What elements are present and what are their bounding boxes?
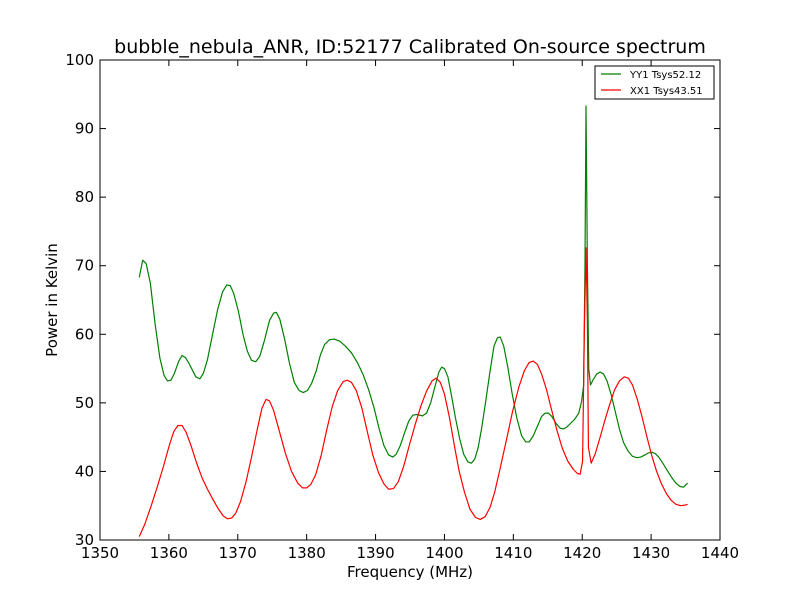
y-tick-label: 50 xyxy=(75,394,94,412)
y-tick-label: 30 xyxy=(75,531,94,549)
y-axis-label: Power in Kelvin xyxy=(43,243,61,357)
y-tick-labels: 30 40 50 60 70 80 90 100 xyxy=(65,51,94,549)
plot-area xyxy=(99,59,721,541)
x-tick-label: 1430 xyxy=(632,544,670,562)
y-tick-label: 70 xyxy=(75,257,94,275)
x-tick-label: 1400 xyxy=(425,544,463,562)
y-tick-label: 90 xyxy=(75,120,94,138)
legend-label: YY1 Tsys52.12 xyxy=(629,70,701,81)
x-axis-label: Frequency (MHz) xyxy=(347,563,473,581)
x-tick-label: 1390 xyxy=(356,544,394,562)
y-tick-label: 100 xyxy=(65,51,94,69)
plot-frame xyxy=(99,59,721,541)
legend-label: XX1 Tsys43.51 xyxy=(630,86,703,97)
series-line-1 xyxy=(138,105,689,488)
x-tick-label: 1420 xyxy=(563,544,601,562)
x-tick-label: 1410 xyxy=(494,544,532,562)
x-tick-label: 1380 xyxy=(288,544,326,562)
plot-background xyxy=(100,60,720,540)
x-tick-label: 1440 xyxy=(701,544,739,562)
y-tick-label: 80 xyxy=(75,188,94,206)
x-tick-label: 1360 xyxy=(150,544,188,562)
series-line-2 xyxy=(138,247,688,537)
chart-title: bubble_nebula_ANR, ID:52177 Calibrated O… xyxy=(114,36,706,58)
y-tick-label: 60 xyxy=(75,325,94,343)
x-tick-label: 1370 xyxy=(219,544,257,562)
x-tick-label: 1350 xyxy=(81,544,119,562)
y-tick-label: 40 xyxy=(75,462,94,480)
x-tick-labels: 1350 1360 1370 1380 1390 1400 1410 1420 1430 1440 xyxy=(81,544,739,562)
series-layer xyxy=(138,105,689,537)
legend-box xyxy=(594,65,715,100)
legend: YY1 Tsys52.12 XX1 Tsys43.51 xyxy=(594,65,715,100)
legend-entries: YY1 Tsys52.12 XX1 Tsys43.51 xyxy=(601,70,703,97)
